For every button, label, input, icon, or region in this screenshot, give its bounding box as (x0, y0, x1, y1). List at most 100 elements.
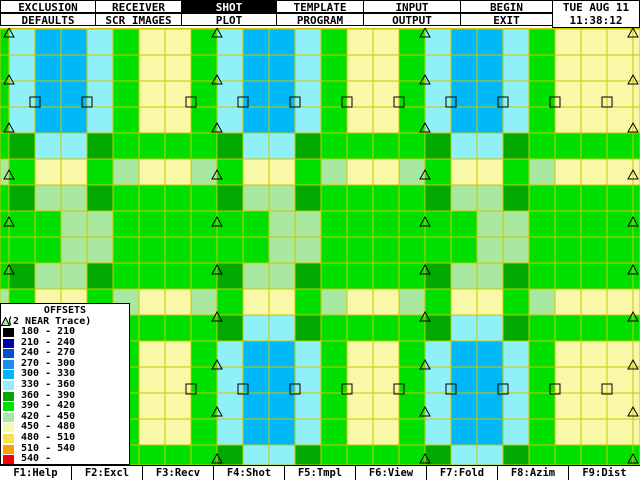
offset-cell (477, 185, 503, 211)
menu-input[interactable]: INPUT (363, 0, 461, 13)
receiver-triangle-icon (3, 121, 15, 133)
offset-cell (347, 393, 373, 419)
receiver-triangle-icon (211, 452, 223, 464)
offset-cell (555, 133, 581, 159)
offset-cell (425, 263, 451, 289)
offset-cell (607, 55, 633, 81)
offset-cell (399, 393, 425, 419)
offset-cell (87, 133, 113, 159)
offset-cell (61, 29, 87, 55)
menu-scr-images[interactable]: SCR IMAGES (95, 13, 182, 26)
offset-cell (295, 107, 321, 133)
offset-cell (191, 29, 217, 55)
legend-swatch (3, 433, 14, 443)
receiver-triangle-icon (419, 310, 431, 322)
offset-cell (113, 237, 139, 263)
menu-exit[interactable]: EXIT (460, 13, 553, 26)
shot-square-icon (81, 96, 93, 108)
offset-cell (139, 185, 165, 211)
offset-cell (0, 81, 9, 107)
offset-cell (87, 211, 113, 237)
fkey-receiver[interactable]: F3:Recv (143, 466, 214, 480)
offset-cell (0, 237, 9, 263)
offset-cell (529, 341, 555, 367)
offset-cell (451, 445, 477, 465)
shot-square-icon (549, 383, 561, 395)
offset-cell (529, 29, 555, 55)
offset-cell (269, 107, 295, 133)
menu-plot[interactable]: PLOT (181, 13, 277, 26)
offset-cell (87, 237, 113, 263)
offset-cell (35, 55, 61, 81)
offset-cell (425, 445, 451, 465)
offset-cell (9, 55, 35, 81)
offset-cell (165, 159, 191, 185)
offset-cell (243, 211, 269, 237)
offset-cell (321, 29, 347, 55)
fkey-template[interactable]: F5:Tmpl (285, 466, 356, 480)
legend-label: 300 - 330 (21, 368, 76, 380)
offset-cell (321, 393, 347, 419)
receiver-triangle-icon (419, 215, 431, 227)
menu-receiver[interactable]: RECEIVER (95, 0, 182, 13)
menu-begin[interactable]: BEGIN (460, 0, 553, 13)
offset-cell (555, 81, 581, 107)
fkey-exclusion[interactable]: F2:Excl (72, 466, 143, 480)
offset-cell (451, 185, 477, 211)
receiver-triangle-icon (627, 168, 639, 180)
offset-cell (113, 55, 139, 81)
legend-label: 180 - 210 (21, 326, 76, 337)
offset-cell (139, 55, 165, 81)
offset-cell (555, 55, 581, 81)
legend-swatch (3, 444, 14, 454)
menu-exclusion[interactable]: EXCLUSION (0, 0, 96, 13)
offset-cell (269, 81, 295, 107)
offset-cell (165, 341, 191, 367)
receiver-triangle-icon (627, 73, 639, 85)
receiver-triangle-icon (3, 168, 15, 180)
offset-cell (139, 211, 165, 237)
offset-cell (61, 107, 87, 133)
offset-cell (139, 445, 165, 465)
offset-cell (295, 341, 321, 367)
offset-cell (555, 211, 581, 237)
fkey-fold[interactable]: F7:Fold (427, 466, 498, 480)
offset-cell (581, 81, 607, 107)
menu-template[interactable]: TEMPLATE (276, 0, 364, 13)
receiver-triangle-icon (419, 358, 431, 370)
offset-cell (113, 133, 139, 159)
offset-cell (269, 133, 295, 159)
menu-program[interactable]: PROGRAM (276, 13, 364, 26)
offset-cell (477, 211, 503, 237)
offset-cell (607, 81, 633, 107)
offset-cell (0, 159, 9, 185)
fkey-help[interactable]: F1:Help (0, 466, 72, 480)
offset-cell (0, 211, 9, 237)
offset-cell (139, 81, 165, 107)
offset-cell (373, 315, 399, 341)
receiver-triangle-icon (211, 215, 223, 227)
fkey-azimuth[interactable]: F8:Azim (498, 466, 569, 480)
offset-cell (633, 55, 640, 81)
offset-cell (373, 237, 399, 263)
offset-cell (165, 263, 191, 289)
menu-shot[interactable]: SHOT (181, 0, 277, 13)
menu-defaults[interactable]: DEFAULTS (0, 13, 96, 26)
offset-cell (425, 419, 451, 445)
fkey-distance[interactable]: F9:Dist (582, 467, 627, 479)
offset-cell (61, 237, 87, 263)
offset-cell (373, 289, 399, 315)
receiver-triangle-icon (419, 28, 431, 38)
offset-cell (555, 29, 581, 55)
offset-cell (633, 81, 640, 107)
receiver-triangle-icon (627, 310, 639, 322)
menu-output[interactable]: OUTPUT (363, 13, 461, 26)
offset-cell (165, 289, 191, 315)
legend-swatch (3, 359, 14, 369)
offset-cell (451, 55, 477, 81)
offset-cell (529, 419, 555, 445)
shot-square-icon (393, 96, 405, 108)
fkey-view[interactable]: F6:View (356, 466, 427, 480)
receiver-triangle-icon (627, 28, 639, 38)
fkey-shot[interactable]: F4:Shot (214, 466, 285, 480)
